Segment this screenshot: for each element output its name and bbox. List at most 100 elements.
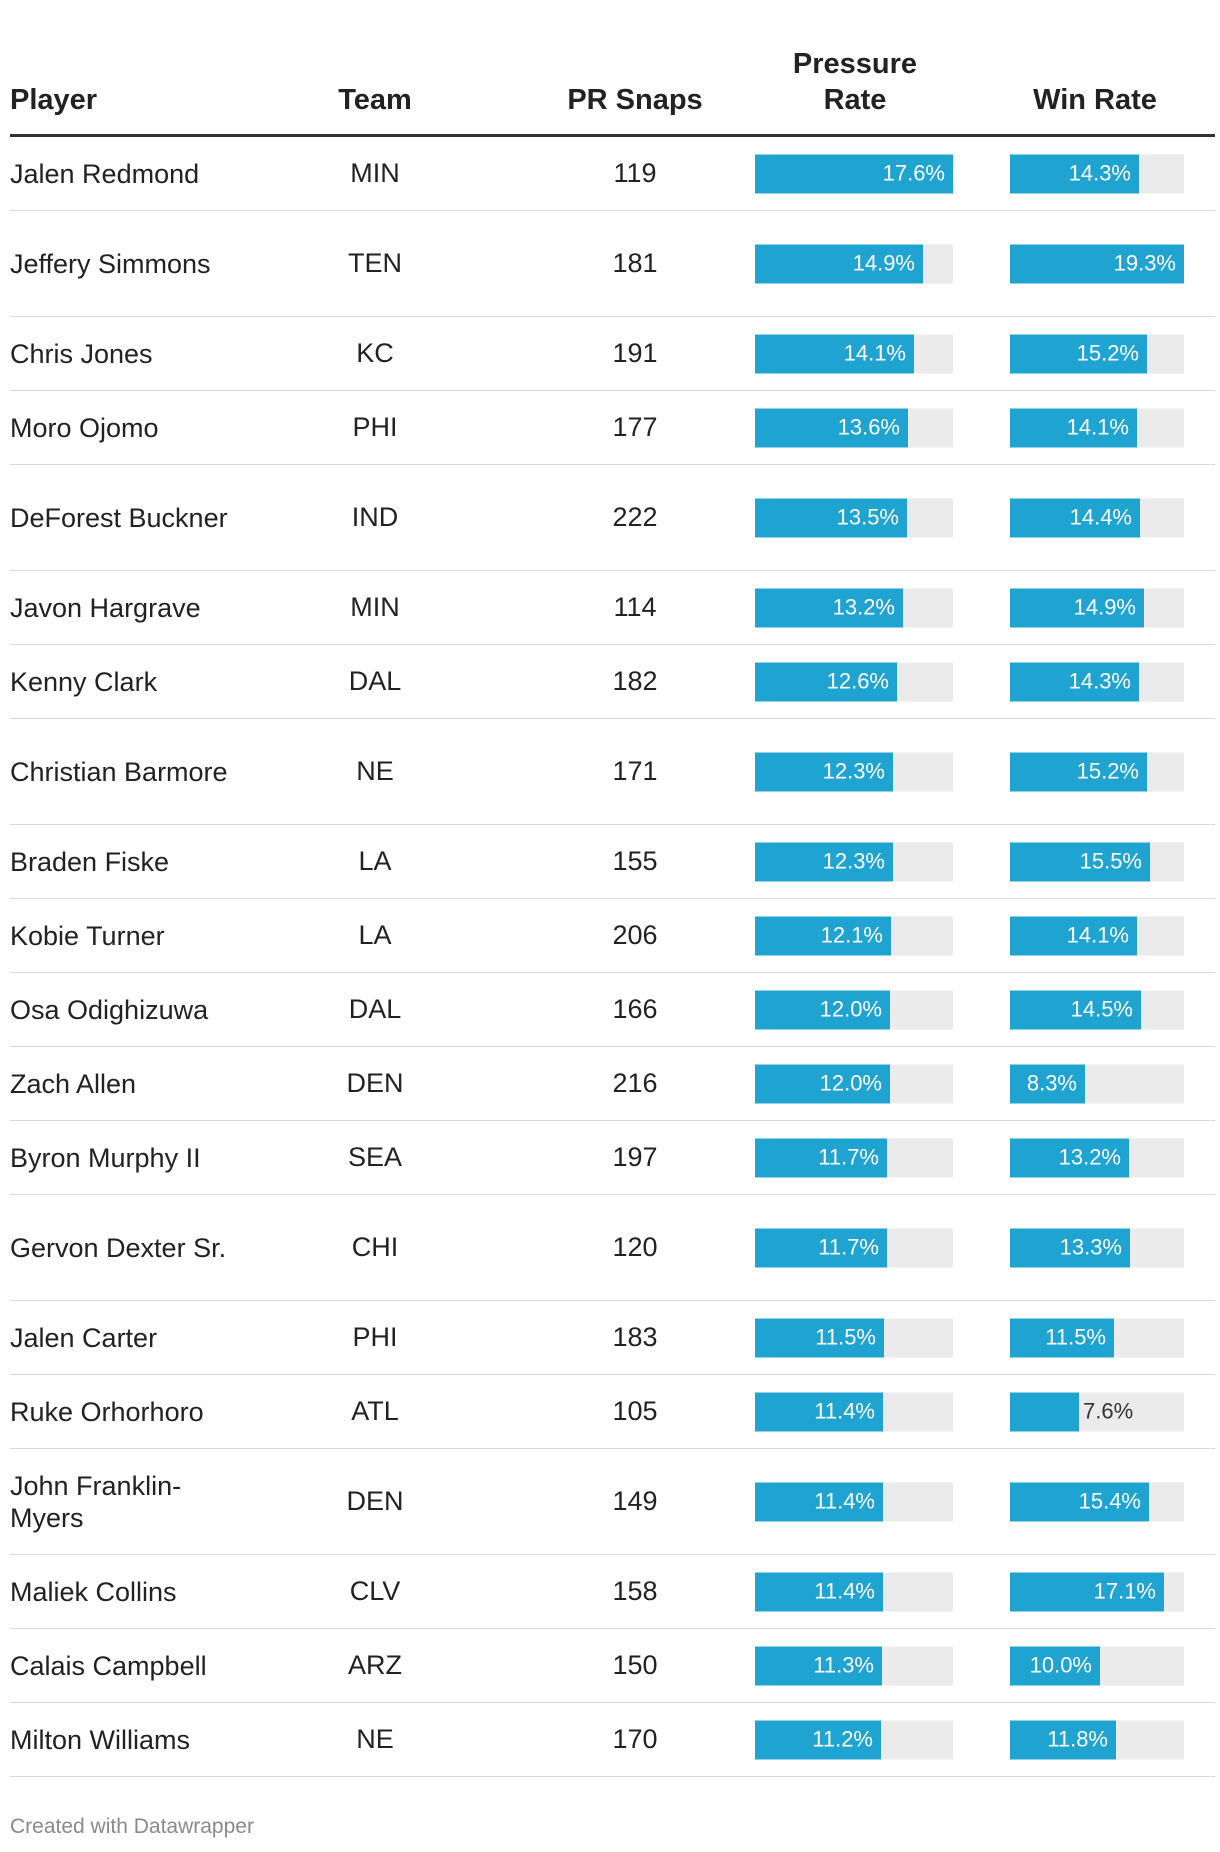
table-row: Byron Murphy II SEA 197 11.7% 13.2%	[10, 1121, 1215, 1195]
pressure-rate-bar-fill	[755, 662, 897, 701]
team-abbr: LA	[358, 846, 392, 876]
win-rate-bar: 13.3%	[1010, 1228, 1184, 1267]
header-player[interactable]: Player	[10, 84, 98, 116]
footer-credit[interactable]: Created with Datawrapper	[10, 1815, 254, 1838]
win-rate-bar: 8.3%	[1010, 1064, 1184, 1103]
win-rate-bar-fill	[1010, 1318, 1114, 1357]
team-abbr: CHI	[351, 1232, 399, 1262]
team-abbr: PHI	[352, 1322, 398, 1352]
pressure-rate-label: 13.2%	[832, 594, 895, 620]
team-abbr: IND	[351, 502, 399, 532]
table-row: Kenny Clark DAL 182 12.6% 14.3%	[10, 645, 1215, 719]
win-rate-bar-fill	[1010, 842, 1150, 881]
win-rate-label: 11.8%	[1047, 1726, 1108, 1752]
pressure-rate-bar-fill	[755, 1228, 887, 1267]
pr-snaps: 170	[612, 1724, 658, 1754]
pressure-rate-bar: 14.1%	[755, 334, 953, 373]
pr-snaps: 114	[613, 592, 657, 622]
pr-snaps: 183	[612, 1322, 658, 1352]
win-rate-bar-fill	[1010, 1138, 1129, 1177]
win-rate-bar-fill	[1010, 244, 1184, 283]
table-row: Jalen Redmond MIN 119 17.6% 14.3%	[10, 137, 1215, 211]
player-name: Jalen Redmond	[10, 158, 200, 189]
team-abbr: ARZ	[348, 1650, 402, 1680]
team-abbr: NE	[356, 1724, 394, 1754]
win-rate-label: 15.5%	[1079, 848, 1142, 874]
win-rate-bar: 10.0%	[1010, 1646, 1184, 1685]
win-rate-label: 8.3%	[1026, 1070, 1077, 1096]
win-rate-label: 10.0%	[1029, 1652, 1092, 1678]
pressure-rate-label: 13.6%	[837, 414, 900, 440]
win-rate-bar: 14.3%	[1010, 154, 1184, 193]
pressure-rate-label: 14.1%	[843, 340, 906, 366]
pr-snaps: 158	[612, 1576, 658, 1606]
header-pressure-rate[interactable]: Pressure Rate	[792, 48, 918, 116]
team-abbr: NE	[356, 756, 394, 786]
pr-snaps: 197	[612, 1142, 658, 1172]
win-rate-label: 15.4%	[1078, 1488, 1141, 1514]
pressure-rate-bar-fill	[755, 1720, 881, 1759]
win-rate-label: 14.4%	[1069, 504, 1132, 530]
pressure-rate-bar-fill	[755, 244, 923, 283]
pressure-rate-bar: 12.1%	[755, 916, 953, 955]
pr-snaps: 119	[613, 158, 657, 188]
win-rate-bar-fill	[1010, 990, 1141, 1029]
pressure-rate-label: 14.9%	[852, 250, 915, 276]
player-name: Milton Williams	[10, 1724, 191, 1755]
win-rate-label: 14.3%	[1068, 668, 1131, 694]
table-row: Calais Campbell ARZ 150 11.3% 10.0%	[10, 1629, 1215, 1703]
player-name: Zach Allen	[10, 1068, 137, 1099]
header-win-rate[interactable]: Win Rate	[1033, 84, 1157, 116]
player-name: John Franklin-Myers	[10, 1470, 182, 1533]
pressure-rate-label: 13.5%	[836, 504, 899, 530]
win-rate-bar: 11.8%	[1010, 1720, 1184, 1759]
player-name: Byron Murphy II	[10, 1142, 201, 1173]
pr-snaps: 222	[612, 502, 658, 532]
player-name: Chris Jones	[10, 338, 153, 369]
win-rate-label: 14.1%	[1066, 414, 1129, 440]
header-pr-snaps[interactable]: PR Snaps	[567, 84, 703, 116]
data-table: Player Team PR Snaps Pressure Rate Win R…	[10, 0, 1215, 1777]
player-name: Maliek Collins	[10, 1576, 177, 1607]
pr-snaps: 120	[612, 1232, 658, 1262]
pressure-rate-bar: 11.7%	[755, 1228, 953, 1267]
pressure-rate-bar-fill	[755, 916, 891, 955]
win-rate-bar: 15.5%	[1010, 842, 1184, 881]
pressure-rate-bar: 11.7%	[755, 1138, 953, 1177]
win-rate-bar: 15.4%	[1010, 1482, 1184, 1521]
player-name: Osa Odighizuwa	[10, 994, 209, 1025]
pressure-rate-label: 12.0%	[819, 1070, 882, 1096]
pressure-rate-label: 12.6%	[826, 668, 889, 694]
pressure-rate-bar-fill	[755, 1392, 883, 1431]
win-rate-bar: 14.3%	[1010, 662, 1184, 701]
win-rate-bar-fill	[1010, 1720, 1116, 1759]
win-rate-bar-fill	[1010, 334, 1147, 373]
table-row: Zach Allen DEN 216 12.0% 8.3%	[10, 1047, 1215, 1121]
table-header: Player Team PR Snaps Pressure Rate Win R…	[10, 0, 1215, 137]
table-row: Jalen Carter PHI 183 11.5% 11.5%	[10, 1301, 1215, 1375]
pressure-rate-label: 12.0%	[819, 996, 882, 1022]
pr-snaps: 191	[612, 338, 658, 368]
pressure-rate-label: 11.4%	[814, 1578, 875, 1604]
win-rate-label: 14.5%	[1070, 996, 1133, 1022]
win-rate-bar: 17.1%	[1010, 1572, 1184, 1611]
team-abbr: MIN	[350, 592, 400, 622]
pressure-rate-bar: 12.0%	[755, 1064, 953, 1103]
win-rate-bar: 15.2%	[1010, 752, 1184, 791]
win-rate-bar-fill	[1010, 1646, 1100, 1685]
header-team[interactable]: Team	[338, 84, 412, 116]
pressure-rate-label: 11.2%	[812, 1726, 873, 1752]
win-rate-bar-fill	[1010, 1572, 1164, 1611]
win-rate-bar-fill	[1010, 1392, 1079, 1431]
table-row: Maliek Collins CLV 158 11.4% 17.1%	[10, 1555, 1215, 1629]
pressure-rate-bar-fill	[755, 990, 890, 1029]
player-name: Christian Barmore	[10, 756, 228, 787]
win-rate-label: 13.2%	[1058, 1144, 1121, 1170]
win-rate-bar: 19.3%	[1010, 244, 1184, 283]
table-row: Jeffery Simmons TEN 181 14.9% 19.3%	[10, 211, 1215, 317]
pressure-rate-bar-fill	[755, 1138, 887, 1177]
win-rate-bar-fill	[1010, 154, 1139, 193]
team-abbr: SEA	[347, 1142, 403, 1172]
player-name: Kenny Clark	[10, 666, 158, 697]
win-rate-bar: 14.4%	[1010, 498, 1184, 537]
